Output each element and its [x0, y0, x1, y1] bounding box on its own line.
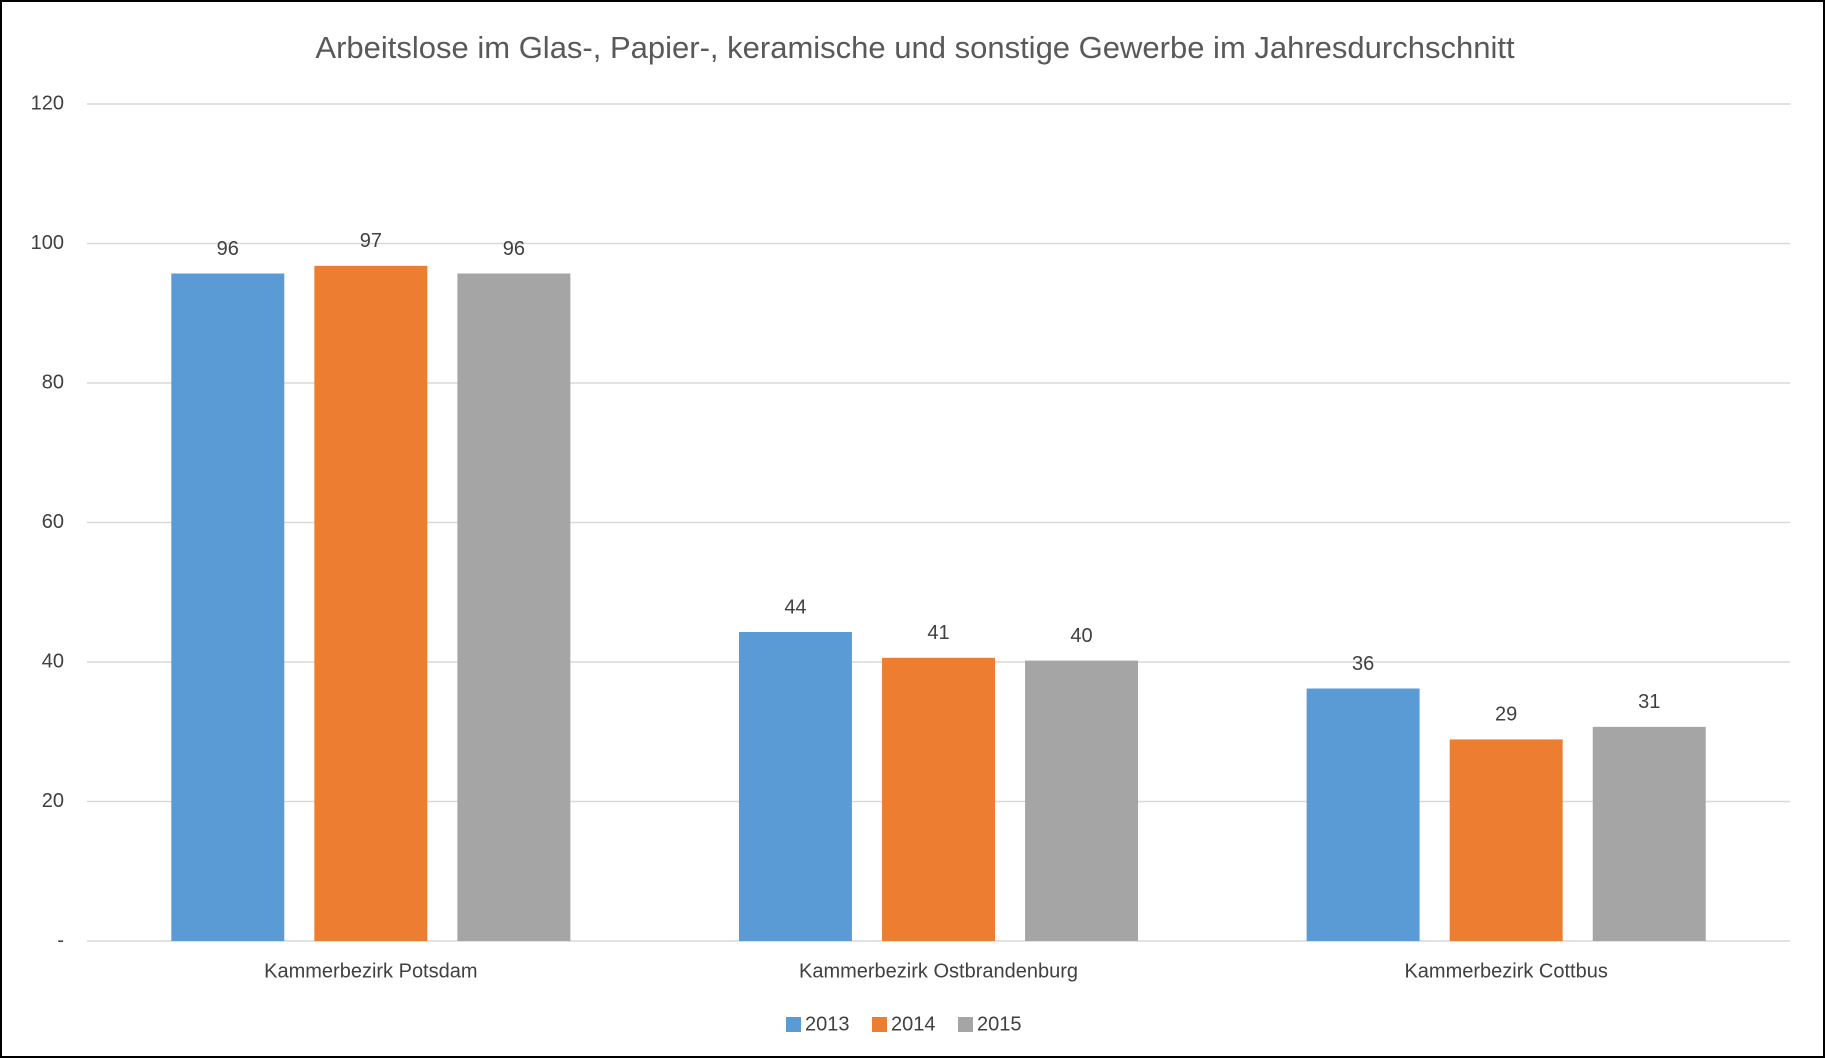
x-tick-label: Kammerbezirk Ostbrandenburg	[799, 960, 1078, 982]
bar	[882, 657, 995, 941]
legend-label: 2014	[891, 1013, 936, 1035]
legend-swatch	[872, 1017, 887, 1032]
y-tick-label: 40	[42, 650, 64, 672]
data-label: 41	[927, 622, 949, 644]
y-tick-label: 100	[31, 232, 64, 254]
x-tick-label: Kammerbezirk Cottbus	[1404, 960, 1607, 982]
legend-label: 2013	[805, 1013, 850, 1035]
bar	[314, 265, 428, 941]
bar	[1025, 660, 1139, 941]
data-label: 31	[1638, 691, 1660, 713]
y-tick-label: 60	[42, 511, 64, 533]
data-label: 36	[1352, 653, 1374, 675]
bar	[171, 273, 285, 941]
legend-swatch	[958, 1017, 973, 1032]
y-tick-label: 120	[31, 92, 64, 114]
bar	[738, 632, 852, 941]
data-label: 40	[1070, 625, 1092, 647]
bar	[1449, 739, 1563, 941]
bar	[1306, 688, 1420, 941]
y-tick-label: 80	[42, 371, 64, 393]
data-label: 97	[360, 230, 382, 252]
bar	[457, 273, 571, 941]
x-tick-label: Kammerbezirk Potsdam	[264, 960, 477, 982]
bar	[1592, 726, 1706, 941]
data-label: 96	[503, 238, 525, 260]
data-label: 29	[1495, 704, 1517, 726]
data-label: 44	[784, 596, 806, 618]
data-label: 96	[217, 238, 239, 260]
chart-title: Arbeitslose im Glas-, Papier-, keramisch…	[315, 30, 1515, 65]
y-tick-label: 20	[42, 790, 64, 812]
legend-label: 2015	[977, 1013, 1022, 1035]
y-tick-label: -	[57, 929, 64, 951]
legend-swatch	[786, 1017, 801, 1032]
